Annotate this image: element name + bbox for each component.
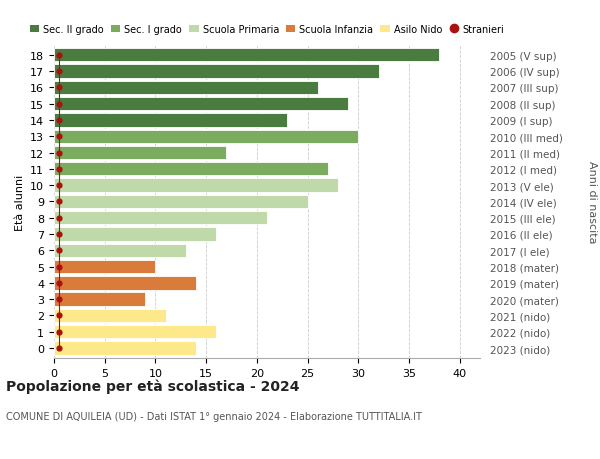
Bar — [54, 325, 216, 339]
Bar — [54, 293, 145, 306]
Bar — [54, 98, 348, 111]
Bar — [54, 82, 318, 95]
Bar — [54, 65, 379, 78]
Text: Anni di nascita: Anni di nascita — [587, 161, 597, 243]
Bar — [54, 260, 155, 274]
Bar — [54, 163, 328, 176]
Bar — [54, 309, 166, 322]
Bar — [54, 277, 196, 290]
Bar — [54, 130, 358, 144]
Bar — [54, 212, 267, 225]
Bar — [54, 341, 196, 355]
Text: Popolazione per età scolastica - 2024: Popolazione per età scolastica - 2024 — [6, 379, 299, 393]
Bar — [54, 228, 216, 241]
Bar — [54, 146, 226, 160]
Y-axis label: Età alunni: Età alunni — [14, 174, 25, 230]
Bar — [54, 114, 287, 127]
Legend: Sec. II grado, Sec. I grado, Scuola Primaria, Scuola Infanzia, Asilo Nido, Stran: Sec. II grado, Sec. I grado, Scuola Prim… — [30, 25, 504, 35]
Text: COMUNE DI AQUILEIA (UD) - Dati ISTAT 1° gennaio 2024 - Elaborazione TUTTITALIA.I: COMUNE DI AQUILEIA (UD) - Dati ISTAT 1° … — [6, 411, 422, 421]
Bar — [54, 49, 439, 62]
Bar — [54, 244, 186, 257]
Bar — [54, 195, 308, 209]
Bar — [54, 179, 338, 192]
